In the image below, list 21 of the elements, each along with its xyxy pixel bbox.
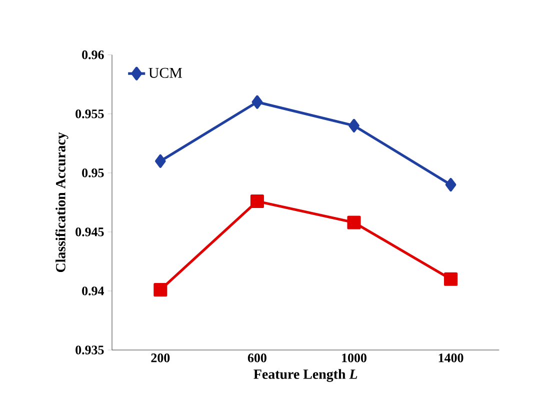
y-tick-label: 0.935 [76,346,104,354]
point [155,154,166,168]
x-tick-label: 200 [151,354,170,362]
point [445,178,456,192]
x-axis-title: Feature Length L [254,369,358,382]
y-tick-label: 0.96 [82,50,104,60]
point [154,283,168,297]
point [444,272,458,286]
legend-label: UCM [148,68,182,78]
y-axis-title: Classification Accuracy [55,132,68,272]
y-tick-label: 0.955 [76,109,104,118]
y-tick-label: 0.945 [76,228,104,236]
y-tick-label: 0.94 [82,286,104,296]
point [252,95,263,109]
x-tick-label: 600 [248,354,266,362]
point [347,216,361,230]
y-tick-label: 0.95 [82,168,104,178]
point [250,194,264,208]
x-tick-label: 1000 [342,354,366,362]
x-tick-label: 1400 [438,354,464,362]
point [348,118,360,132]
